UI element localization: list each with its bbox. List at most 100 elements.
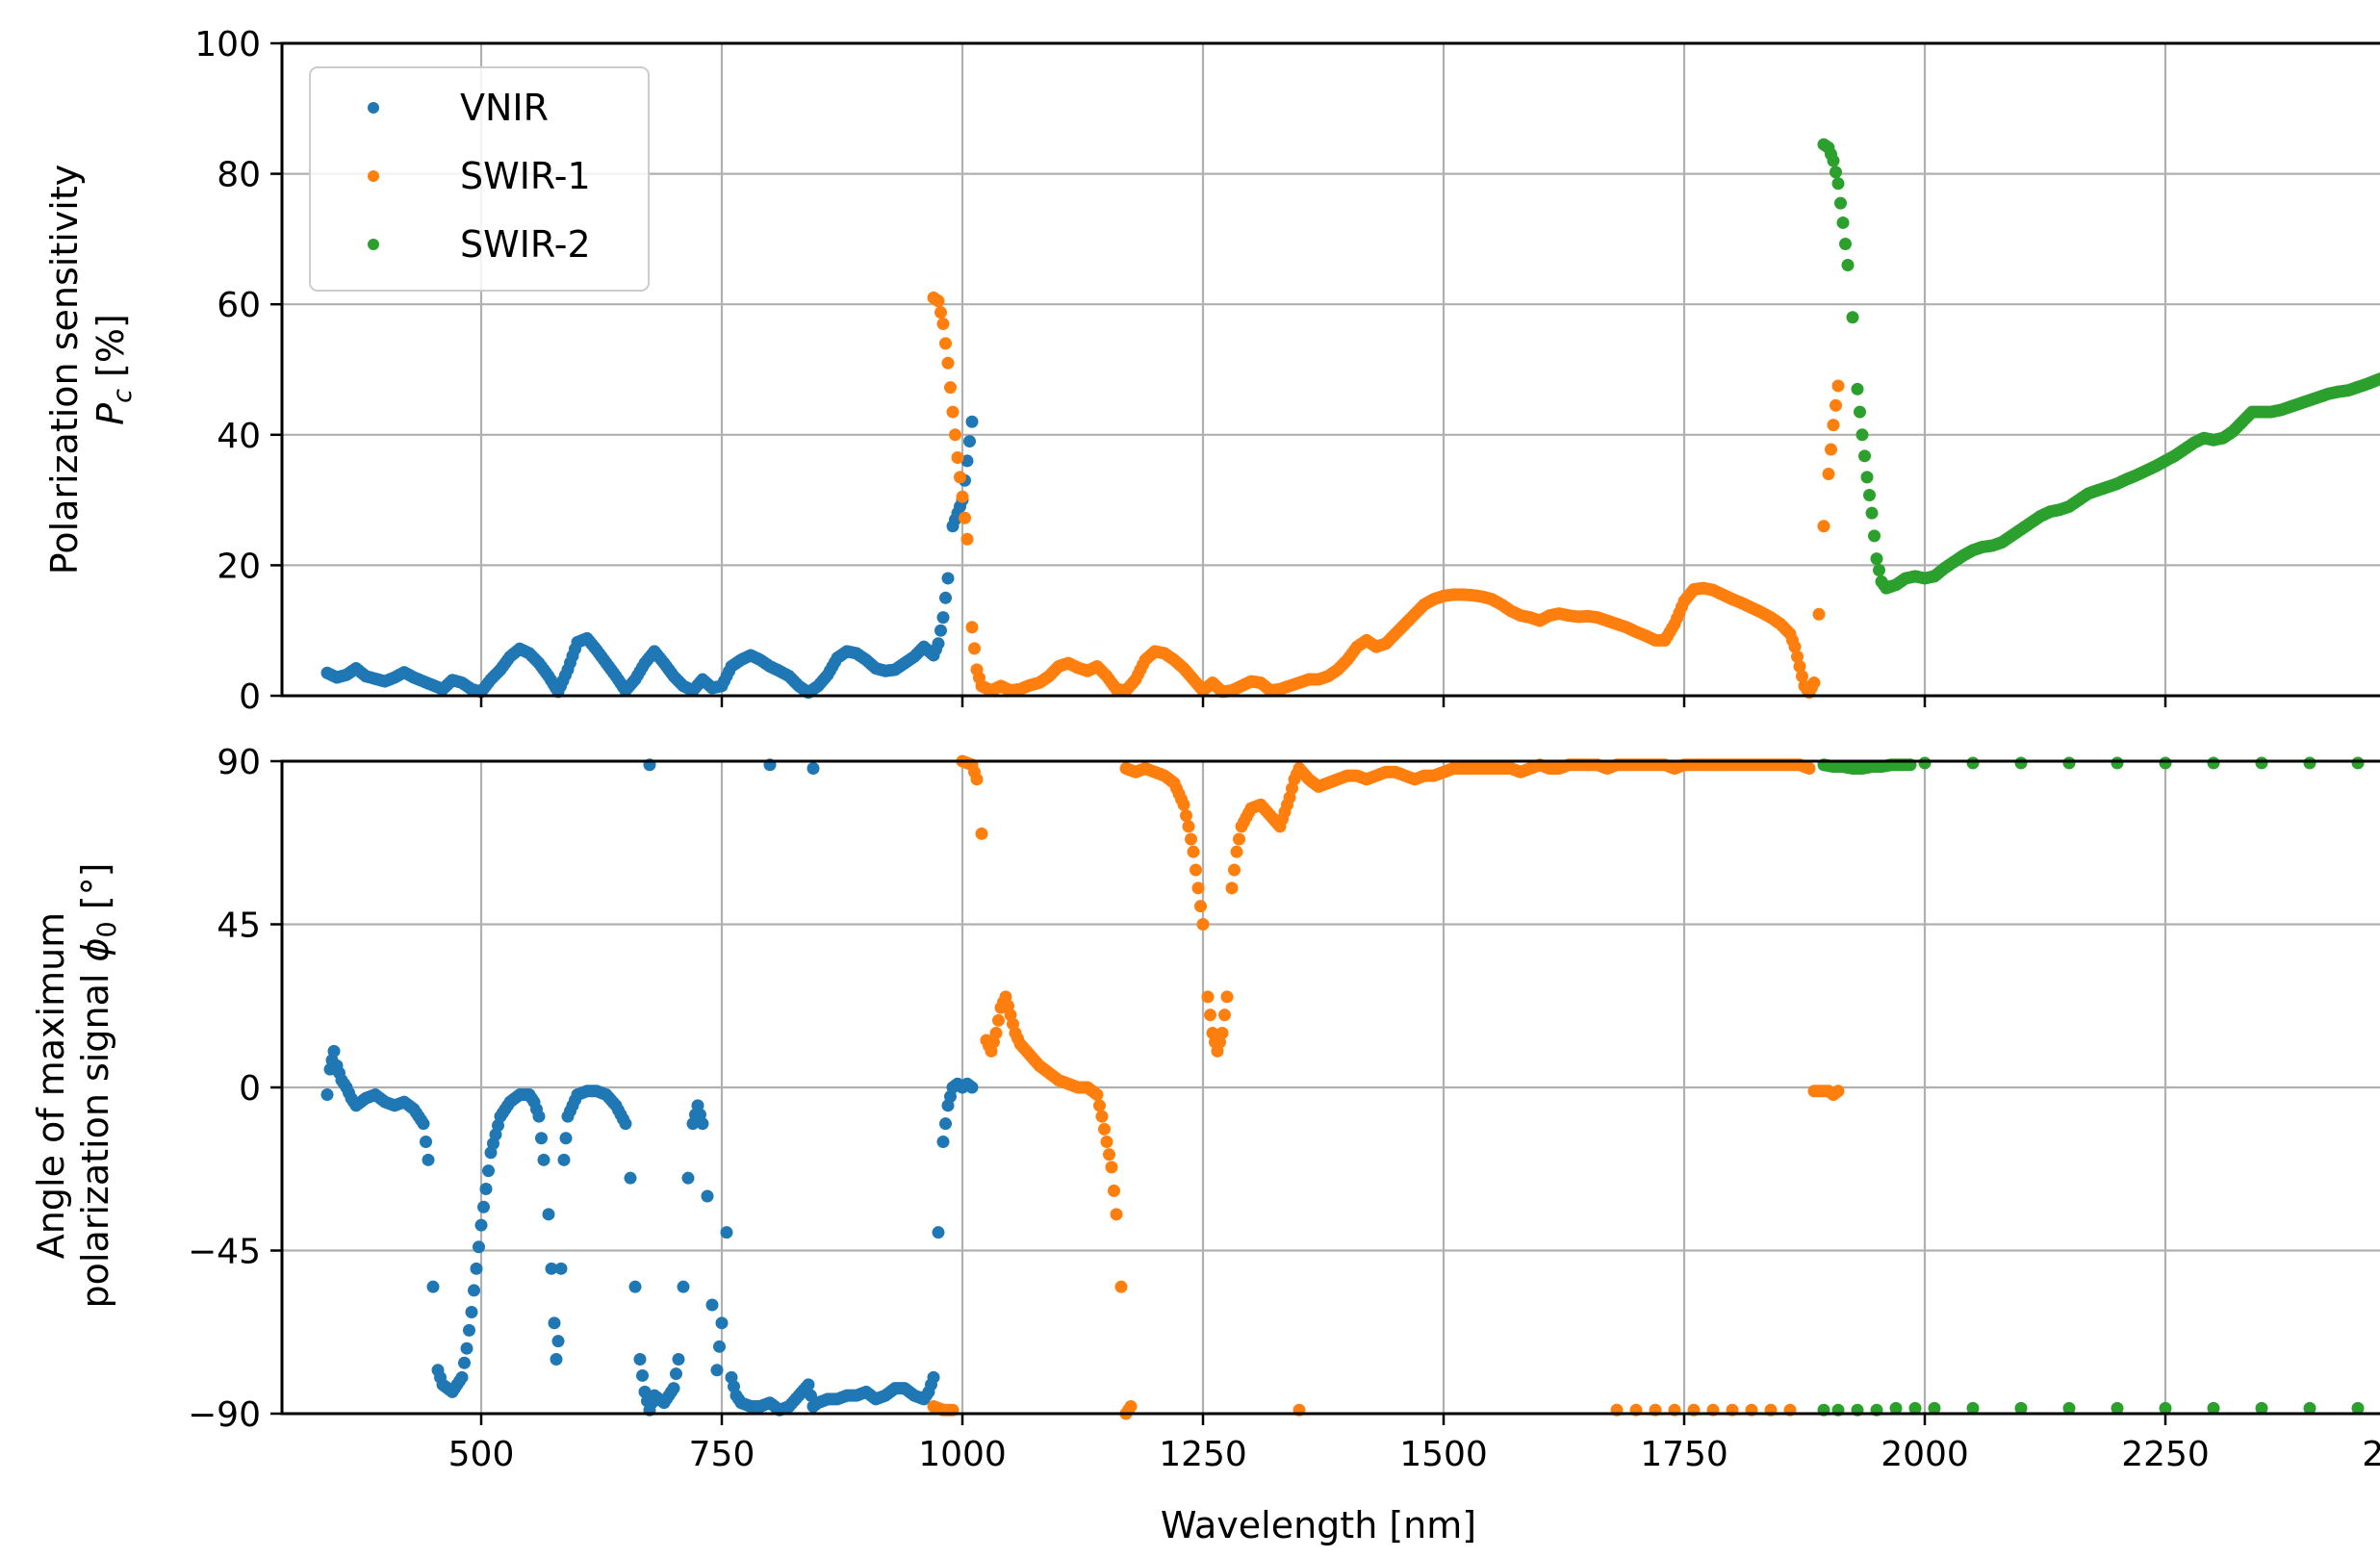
data-point bbox=[620, 1117, 632, 1130]
data-point bbox=[697, 1117, 709, 1130]
data-point bbox=[535, 1132, 548, 1144]
data-point bbox=[1828, 419, 1840, 431]
data-point bbox=[952, 451, 964, 464]
data-point bbox=[682, 1172, 695, 1185]
data-point bbox=[1813, 608, 1826, 621]
data-point bbox=[1808, 677, 1821, 689]
data-point bbox=[2063, 756, 2076, 769]
data-point bbox=[702, 1190, 714, 1203]
top-ylabel-line2: Pc [%] bbox=[90, 314, 138, 425]
bottom-ylabel-line2: polarization signal ϕ0 [°] bbox=[74, 863, 122, 1309]
legend: VNIR SWIR-1 SWIR-2 bbox=[310, 67, 649, 291]
bottom-panel: −90 −45 0 45 90 500 750 1000 1250 1500 1750 2000 22… bbox=[30, 743, 2380, 1474]
data-point bbox=[466, 1306, 478, 1318]
data-point bbox=[475, 1219, 488, 1232]
data-point bbox=[1830, 166, 1842, 178]
data-point bbox=[966, 621, 979, 633]
data-point bbox=[1108, 1185, 1120, 1197]
data-point bbox=[966, 1082, 979, 1094]
data-point bbox=[471, 1263, 483, 1275]
data-point bbox=[947, 406, 960, 419]
data-point bbox=[934, 306, 947, 319]
y-tick-label: −45 bbox=[188, 1233, 261, 1272]
data-point bbox=[1828, 155, 1840, 167]
data-point bbox=[458, 1357, 471, 1369]
data-point bbox=[1823, 468, 1835, 480]
x-tick-label: 2250 bbox=[2121, 1435, 2210, 1474]
data-point bbox=[968, 642, 981, 654]
data-point bbox=[939, 337, 952, 349]
data-point bbox=[1190, 864, 1202, 877]
legend-label-swir1: SWIR-1 bbox=[460, 155, 591, 197]
data-point bbox=[1832, 379, 1845, 392]
data-point bbox=[933, 294, 945, 307]
data-point bbox=[1106, 1161, 1118, 1173]
data-point bbox=[321, 1088, 334, 1101]
data-point bbox=[1098, 1123, 1111, 1136]
data-point bbox=[1842, 259, 1855, 271]
chart: 020406080100 Polarization sensitivity Pc… bbox=[0, 0, 2380, 1558]
x-axis-title: Wavelength [nm] bbox=[1161, 1504, 1476, 1546]
data-point bbox=[668, 1382, 680, 1394]
data-point bbox=[468, 1284, 480, 1296]
data-point bbox=[937, 318, 950, 330]
data-point bbox=[549, 1316, 561, 1329]
bottom-x-ticks: 5007501000125015001750200022502500 bbox=[448, 1414, 2380, 1474]
data-point bbox=[555, 1263, 568, 1275]
x-tick-label: 500 bbox=[448, 1435, 515, 1474]
data-point bbox=[959, 512, 971, 524]
data-point bbox=[1233, 832, 1245, 845]
y-tick-label: 90 bbox=[217, 743, 261, 782]
data-point bbox=[2208, 756, 2220, 769]
data-point bbox=[634, 1353, 647, 1366]
data-point bbox=[1856, 428, 1869, 441]
data-point bbox=[1858, 449, 1871, 462]
x-tick-label: 1750 bbox=[1640, 1435, 1728, 1474]
data-point bbox=[961, 533, 974, 546]
legend-marker-vnir bbox=[368, 102, 379, 114]
data-point bbox=[1834, 197, 1847, 210]
data-point bbox=[934, 625, 947, 637]
data-point bbox=[937, 611, 950, 624]
series-vnir bbox=[321, 416, 979, 699]
data-point bbox=[1093, 1099, 1106, 1111]
data-point bbox=[1830, 399, 1842, 412]
y-tick-label: 40 bbox=[217, 417, 261, 456]
data-point bbox=[2015, 756, 2028, 769]
data-point bbox=[716, 1316, 729, 1329]
bottom-ylabel-line1: Angle of maximum bbox=[30, 912, 72, 1259]
data-point bbox=[1194, 900, 1207, 912]
data-point bbox=[477, 1201, 490, 1213]
data-point bbox=[963, 435, 976, 447]
data-point bbox=[1192, 881, 1205, 894]
y-tick-label: −90 bbox=[188, 1395, 261, 1435]
data-point bbox=[1221, 990, 1234, 1003]
data-point bbox=[928, 1371, 940, 1384]
data-point bbox=[966, 416, 979, 428]
data-point bbox=[2111, 756, 2124, 769]
x-tick-label: 1250 bbox=[1159, 1435, 1247, 1474]
bottom-y-ticks: −90−4504590 bbox=[188, 743, 282, 1435]
data-point bbox=[1111, 1208, 1123, 1220]
data-point bbox=[957, 491, 969, 503]
data-point bbox=[328, 1045, 341, 1058]
data-point bbox=[2304, 756, 2316, 769]
data-point bbox=[673, 1353, 685, 1366]
series-swir-2 bbox=[1818, 139, 2380, 595]
data-point bbox=[1967, 756, 1980, 769]
y-tick-label: 100 bbox=[194, 25, 261, 64]
data-point bbox=[954, 471, 966, 483]
y-tick-label: 0 bbox=[239, 677, 261, 717]
data-point bbox=[473, 1240, 485, 1253]
data-point bbox=[1188, 846, 1200, 858]
data-point bbox=[1103, 1148, 1115, 1161]
data-point bbox=[944, 381, 957, 394]
x-tick-label: 2500 bbox=[2362, 1435, 2380, 1474]
data-point bbox=[636, 1369, 649, 1382]
data-point bbox=[807, 762, 820, 775]
data-point bbox=[1204, 1009, 1216, 1021]
data-point bbox=[1091, 1088, 1104, 1101]
data-point bbox=[533, 1111, 546, 1123]
data-point bbox=[2160, 756, 2172, 769]
data-point bbox=[1115, 1281, 1128, 1293]
